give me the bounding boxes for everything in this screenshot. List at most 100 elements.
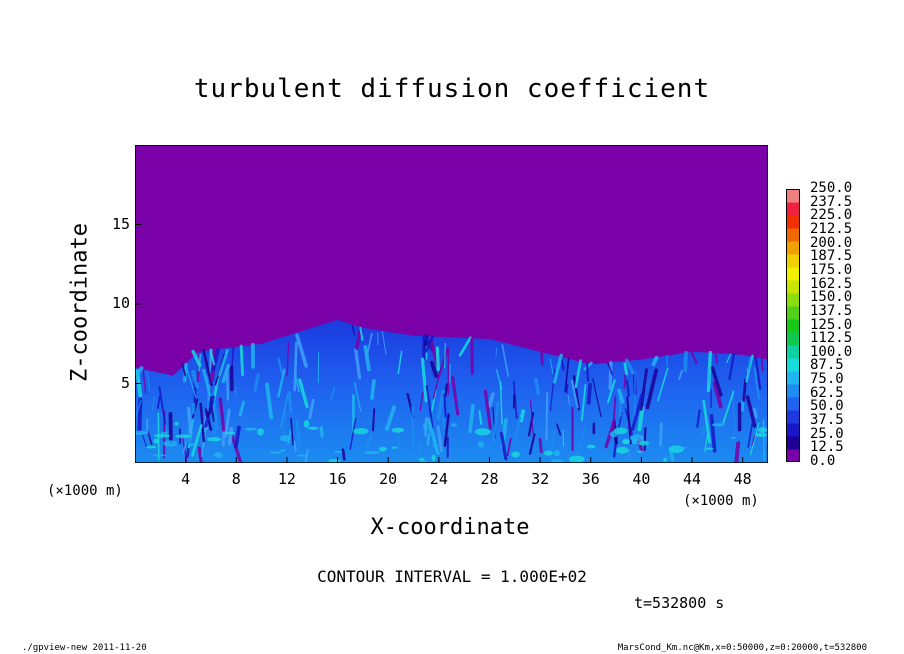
surface-eddy — [280, 449, 286, 452]
turbulent-streak — [513, 416, 522, 443]
surface-eddy — [478, 441, 484, 448]
turbulent-streak — [564, 357, 570, 392]
surface-eddy — [431, 454, 436, 462]
turbulent-streak — [745, 354, 754, 383]
colorbar-segment — [786, 345, 800, 359]
surface-eddy — [511, 451, 520, 458]
turbulent-streak — [552, 353, 563, 384]
surface-eddy — [257, 428, 264, 436]
turbulent-streak — [645, 368, 659, 410]
colorbar-label: 212.5 — [810, 220, 853, 237]
turbulent-streak — [586, 362, 590, 382]
surface-eddy — [153, 438, 159, 444]
colorbar-segment — [786, 293, 800, 307]
turbulent-streak — [224, 408, 231, 439]
turbulent-streak — [607, 379, 616, 404]
surface-eddy — [328, 459, 341, 463]
surface-eddy — [754, 432, 768, 437]
colorbar-label: 87.5 — [810, 357, 844, 374]
turbulent-streak — [574, 359, 582, 389]
turbulent-streak — [570, 379, 579, 409]
turbulent-streak — [329, 386, 336, 401]
turbulent-streak — [426, 417, 440, 455]
turbulent-streak — [146, 370, 151, 391]
colorbar-segment — [786, 228, 800, 242]
turbulent-streak — [458, 336, 472, 357]
x-unit-label-left: (×1000 m) — [47, 483, 123, 499]
turbulent-streak — [749, 422, 760, 456]
turbulent-streak — [190, 417, 195, 429]
colorbar-label: 175.0 — [810, 261, 853, 278]
surface-eddy — [613, 427, 628, 435]
surface-eddy — [174, 421, 179, 426]
turbulent-streak — [468, 403, 475, 434]
surface-eddy — [433, 443, 438, 447]
colorbar-label: 12.5 — [810, 439, 844, 456]
turbulent-streak — [218, 348, 229, 377]
surface-eddy — [668, 445, 684, 453]
turbulent-streak — [612, 396, 617, 431]
surface-eddy — [550, 459, 564, 463]
colorbar-label: 237.5 — [810, 193, 853, 210]
turbulent-streak — [218, 397, 226, 433]
turbulent-streak — [363, 344, 371, 372]
surface-eddy — [378, 446, 387, 452]
turbulent-streak — [437, 347, 449, 378]
turbulent-streak — [341, 448, 346, 461]
turbulent-streak — [354, 347, 362, 380]
turbulent-streak — [607, 361, 613, 376]
colorbar-label: 225.0 — [810, 207, 853, 224]
surface-eddy — [631, 438, 638, 445]
colorbar-segment — [786, 436, 800, 450]
turbulent-streak — [492, 401, 500, 443]
turbulent-streak — [709, 414, 717, 453]
surface-eddy — [333, 450, 343, 453]
turbulent-streak — [199, 402, 206, 443]
turbulent-streak — [442, 416, 446, 430]
chart-title: turbulent diffusion coefficient — [193, 74, 711, 104]
turbulent-streak — [420, 357, 428, 403]
turbulent-streak — [623, 362, 629, 376]
turbulent-streak — [298, 378, 309, 409]
surface-eddy — [569, 455, 585, 463]
x-tick-label: 24 — [429, 470, 448, 488]
surface-eddy — [391, 446, 398, 449]
turbulent-streak — [146, 429, 153, 446]
turbulent-streak — [751, 435, 756, 446]
x-tick-label: 36 — [581, 470, 600, 488]
y-tick-label: 15 — [111, 214, 130, 233]
turbulent-streak — [549, 369, 556, 412]
turbulent-streak — [286, 342, 290, 377]
turbulent-streak — [287, 429, 293, 445]
turbulent-streak — [495, 347, 498, 358]
colorbar-segment — [786, 202, 800, 216]
y-tick-label: 5 — [120, 373, 130, 392]
footer-right: MarsCond_Km.nc@Km,x=0:50000,z=0:20000,t=… — [617, 643, 867, 653]
turbulent-streak — [202, 368, 212, 397]
surface-eddy — [451, 423, 457, 427]
turbulent-streak — [626, 396, 632, 445]
turbulent-streak — [659, 422, 663, 447]
turbulent-streak — [710, 366, 723, 397]
turbulent-streak — [142, 369, 147, 395]
y-axis-label: Z-coordinate — [67, 223, 93, 382]
turbulent-streak — [294, 374, 301, 393]
colorbar-label: 37.5 — [810, 412, 844, 429]
turbulent-streak — [436, 389, 446, 421]
turbulent-streak — [572, 375, 581, 411]
y-tick-label: 10 — [111, 294, 130, 312]
turbulent-streak — [712, 381, 723, 409]
colorbar-segment — [786, 397, 800, 411]
surface-eddy — [213, 452, 223, 458]
colorbar-label: 50.0 — [810, 398, 844, 415]
surface-eddy — [269, 451, 282, 454]
colorbar-segment — [786, 423, 800, 437]
turbulent-streak — [649, 433, 653, 445]
turbulent-streak — [580, 383, 587, 422]
turbulent-streak — [197, 446, 203, 463]
surface-eddy — [422, 423, 428, 429]
turbulent-streak — [726, 353, 732, 364]
turbulent-streak — [478, 410, 483, 426]
turbulent-streak — [253, 373, 261, 392]
surface-eddy — [296, 454, 308, 457]
